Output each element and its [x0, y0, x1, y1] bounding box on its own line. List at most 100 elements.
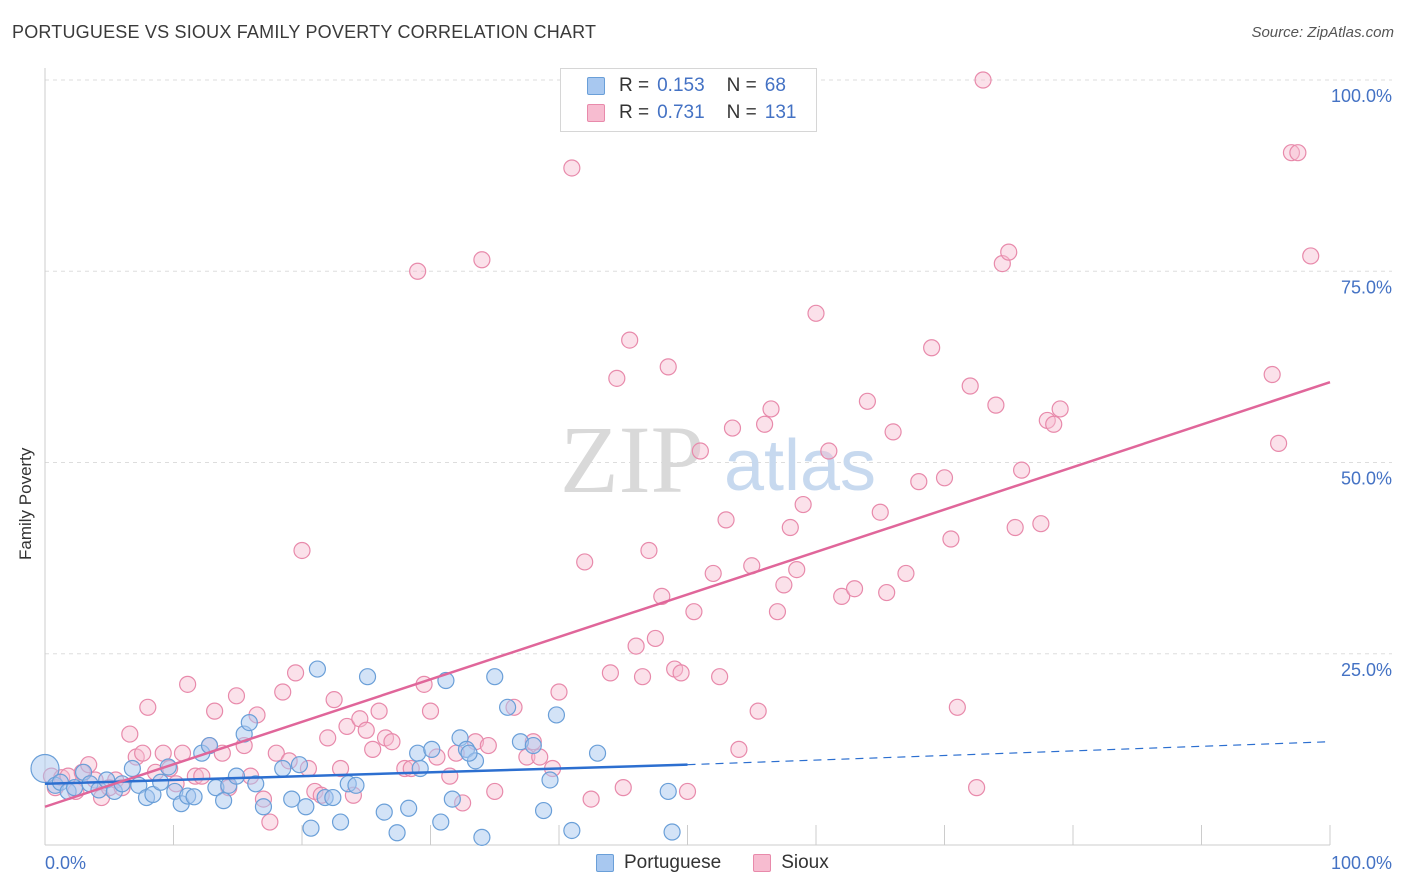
sioux-point [608, 369, 626, 387]
portuguese-point [324, 788, 342, 807]
portuguese-point [297, 798, 315, 816]
sioux-point [807, 304, 825, 322]
sioux-point [134, 744, 152, 762]
y-tick-label: 100.0% [1331, 86, 1392, 106]
sioux-point [691, 442, 709, 460]
sioux-point [711, 668, 729, 686]
portuguese-point [347, 776, 365, 794]
series-legend-portuguese[interactable]: Portuguese [596, 852, 721, 874]
portuguese-points [30, 660, 681, 846]
tick-labels: 25.0% 50.0% 75.0% 100.0% 0.0% 100.0% [45, 86, 1392, 873]
sioux-point [858, 392, 877, 410]
sioux-point [1282, 144, 1301, 162]
sioux-point [139, 698, 157, 716]
portuguese-point [290, 756, 309, 774]
watermark: ZIP atlas [560, 406, 876, 513]
sioux-point [370, 702, 388, 720]
portuguese-point [144, 785, 162, 804]
sioux-point [267, 744, 285, 762]
sioux-point [1032, 515, 1050, 533]
sioux-point [942, 530, 960, 548]
legend-r-label: R = [619, 102, 650, 123]
sioux-point [845, 580, 864, 598]
sioux-point [193, 767, 211, 785]
sioux-point [409, 262, 427, 280]
sioux-point [293, 541, 311, 560]
sioux-point [1263, 365, 1281, 384]
sioux-point [331, 759, 350, 778]
sioux-point [614, 779, 632, 797]
portuguese-trend-extension [687, 741, 1331, 766]
legend-n-label: N = [726, 75, 757, 96]
portuguese-point [331, 813, 350, 831]
portuguese-point [254, 798, 273, 816]
legend-n-label: N = [726, 102, 757, 123]
sioux-point [1051, 400, 1069, 418]
portuguese-point [659, 782, 677, 801]
sioux-point [923, 339, 941, 357]
portuguese-point [302, 819, 320, 837]
sioux-point [897, 564, 915, 583]
portuguese-point [473, 828, 491, 846]
sioux-point [723, 419, 742, 437]
portuguese-point [588, 744, 607, 762]
x-tick-label: 100.0% [1331, 853, 1392, 873]
sioux-point [775, 576, 793, 594]
y-tick-label: 75.0% [1341, 277, 1392, 297]
sioux-point [968, 779, 986, 797]
sioux-point [884, 423, 902, 441]
portuguese-point [486, 668, 504, 686]
portuguese-point [215, 792, 233, 810]
portuguese-point [499, 698, 517, 716]
sioux-point [672, 664, 690, 682]
sioux-point [274, 683, 292, 701]
series-swatch-portuguese [596, 854, 614, 872]
series-label-portuguese: Portuguese [624, 852, 722, 873]
sioux-point [1269, 434, 1288, 452]
sioux-point [563, 159, 581, 177]
portuguese-point [563, 821, 581, 840]
chart-title: PORTUGUESE VS SIOUX FAMILY POVERTY CORRE… [12, 22, 597, 42]
portuguese-point [400, 799, 418, 817]
sioux-point [768, 603, 787, 621]
sioux-point [206, 702, 224, 720]
legend-n-value: 68 [764, 75, 786, 96]
portuguese-point [663, 823, 681, 841]
sioux-point [319, 729, 337, 747]
sioux-point [479, 736, 497, 755]
trend-lines [44, 380, 1331, 808]
sioux-point [974, 71, 992, 89]
gridlines [45, 79, 1392, 655]
sioux-point [788, 560, 806, 579]
portuguese-point [423, 740, 441, 758]
portuguese-point [185, 788, 203, 806]
sioux-point [121, 725, 139, 743]
portuguese-point [247, 775, 265, 793]
sioux-point [987, 396, 1005, 414]
sioux-point [421, 702, 440, 720]
portuguese-point [432, 813, 450, 831]
portuguese-point [443, 790, 461, 808]
sioux-point [935, 469, 954, 487]
stats-legend: R = 0.153 N = 68 R = 0.731 N = 131 [560, 68, 817, 132]
series-legend-sioux[interactable]: Sioux [753, 852, 829, 874]
legend-r-value: 0.731 [657, 102, 705, 123]
sioux-point [781, 518, 799, 537]
sioux-point [550, 683, 568, 701]
sioux-point [364, 740, 382, 758]
legend-row-sioux: R = 0.731 N = 131 [587, 100, 796, 126]
legend-swatch-sioux [587, 104, 605, 122]
axes [44, 68, 1331, 846]
x-tick-label: 0.0% [45, 853, 86, 873]
sioux-point [704, 564, 722, 583]
portuguese-point [411, 759, 429, 778]
sioux-point [659, 358, 677, 376]
sioux-point [755, 415, 774, 433]
sioux-point [833, 587, 851, 605]
portuguese-point [375, 803, 393, 821]
sioux-point [627, 637, 645, 655]
portuguese-point [283, 790, 301, 808]
legend-r-label: R = [619, 75, 650, 96]
sioux-trend-line [44, 380, 1331, 808]
